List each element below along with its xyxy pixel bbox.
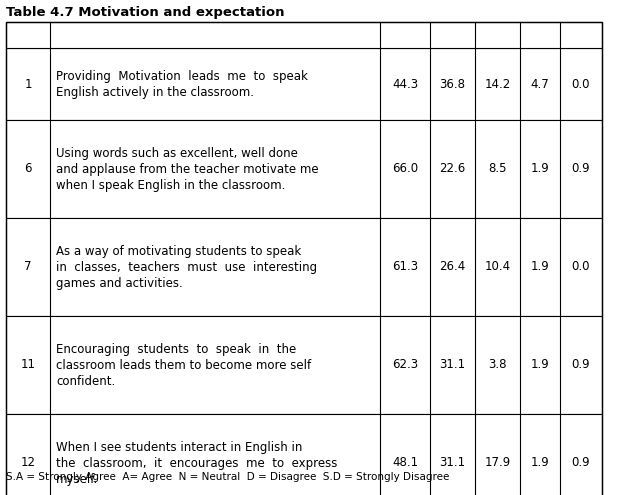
- Text: Item: Item: [201, 29, 229, 42]
- Text: 26.4: 26.4: [439, 260, 465, 274]
- Text: S.A = Strongly Agree  A= Agree  N = Neutral  D = Disagree  S.D = Strongly Disagr: S.A = Strongly Agree A= Agree N = Neutra…: [6, 472, 449, 482]
- Text: 6: 6: [24, 162, 31, 176]
- Text: S.A: S.A: [395, 29, 415, 42]
- Text: 48.1: 48.1: [392, 456, 418, 469]
- Text: confident.: confident.: [56, 375, 116, 388]
- Text: Using words such as excellent, well done: Using words such as excellent, well done: [56, 147, 298, 160]
- Text: when I speak English in the classroom.: when I speak English in the classroom.: [56, 179, 286, 192]
- Text: 1: 1: [24, 78, 31, 91]
- Text: the  classroom,  it  encourages  me  to  express: the classroom, it encourages me to expre…: [56, 457, 338, 470]
- Text: 8.5: 8.5: [489, 162, 507, 176]
- Text: in  classes,  teachers  must  use  interesting: in classes, teachers must use interestin…: [56, 261, 317, 274]
- Text: English actively in the classroom.: English actively in the classroom.: [56, 86, 254, 99]
- Bar: [6, 316, 602, 414]
- Text: games and activities.: games and activities.: [56, 277, 183, 290]
- Text: 66.0: 66.0: [392, 162, 418, 176]
- Text: No.: No.: [17, 29, 39, 42]
- Text: Providing  Motivation  leads  me  to  speak: Providing Motivation leads me to speak: [56, 70, 308, 83]
- Text: When I see students interact in English in: When I see students interact in English …: [56, 441, 302, 454]
- Text: A: A: [448, 29, 456, 42]
- Text: 0.0: 0.0: [572, 78, 590, 91]
- Text: 4.7: 4.7: [531, 78, 550, 91]
- Text: N: N: [493, 29, 502, 42]
- Text: 12: 12: [21, 456, 35, 469]
- Text: 3.8: 3.8: [489, 358, 507, 372]
- Text: 36.8: 36.8: [440, 78, 465, 91]
- Bar: [6, 414, 602, 495]
- Bar: [6, 22, 602, 48]
- Text: 44.3: 44.3: [392, 78, 418, 91]
- Text: classroom leads them to become more self: classroom leads them to become more self: [56, 359, 311, 372]
- Text: 61.3: 61.3: [392, 260, 418, 274]
- Text: 62.3: 62.3: [392, 358, 418, 372]
- Text: 14.2: 14.2: [484, 78, 510, 91]
- Text: 0.9: 0.9: [571, 162, 590, 176]
- Text: 1.9: 1.9: [531, 260, 550, 274]
- Text: 11: 11: [21, 358, 35, 372]
- Text: Table 4.7 Motivation and expectation: Table 4.7 Motivation and expectation: [6, 6, 284, 19]
- Bar: [6, 218, 602, 316]
- Text: 1.9: 1.9: [531, 358, 550, 372]
- Text: Encouraging  students  to  speak  in  the: Encouraging students to speak in the: [56, 343, 296, 356]
- Text: 0.9: 0.9: [571, 358, 590, 372]
- Text: 17.9: 17.9: [484, 456, 510, 469]
- Bar: [6, 48, 602, 120]
- Text: myself.: myself.: [56, 473, 98, 486]
- Text: 31.1: 31.1: [439, 456, 465, 469]
- Text: 31.1: 31.1: [439, 358, 465, 372]
- Text: S.D: S.D: [570, 29, 592, 42]
- Text: 0.0: 0.0: [572, 260, 590, 274]
- Text: and applause from the teacher motivate me: and applause from the teacher motivate m…: [56, 163, 318, 176]
- Text: As a way of motivating students to speak: As a way of motivating students to speak: [56, 245, 301, 258]
- Text: 22.6: 22.6: [439, 162, 465, 176]
- Text: 1.9: 1.9: [531, 456, 550, 469]
- Text: 7: 7: [24, 260, 31, 274]
- Text: 1.9: 1.9: [531, 162, 550, 176]
- Bar: [6, 120, 602, 218]
- Text: 10.4: 10.4: [485, 260, 510, 274]
- Text: 0.9: 0.9: [571, 456, 590, 469]
- Text: D: D: [535, 29, 545, 42]
